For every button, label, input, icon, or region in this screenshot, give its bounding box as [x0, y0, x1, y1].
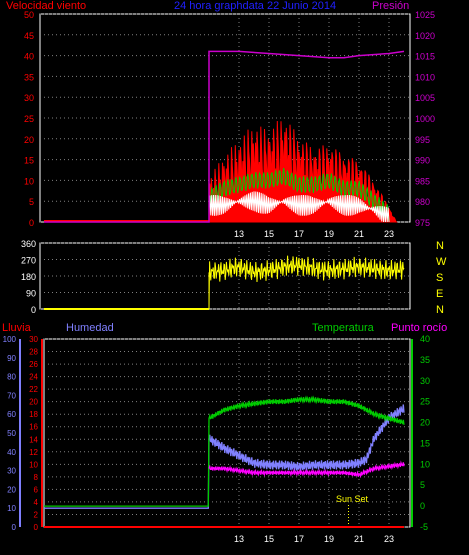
compass-label: N — [436, 304, 444, 316]
wind-avg-line — [208, 191, 390, 223]
humidity-tick-label: 40 — [7, 448, 16, 457]
humidity-tick-label: 10 — [7, 504, 16, 513]
wind-x-tick-label: 19 — [324, 229, 334, 239]
rain-tick-label: 20 — [29, 398, 38, 407]
temperature-tick-label: 15 — [420, 438, 430, 448]
wind-x-tick-label: 15 — [264, 229, 274, 239]
humidity-label: Humedad — [66, 322, 114, 334]
humidity-tick-label: 100 — [3, 335, 17, 344]
rain-tick-label: 16 — [29, 423, 38, 432]
compass-label: E — [436, 288, 443, 300]
direction-tick-label: 270 — [21, 256, 36, 266]
pressure-tick-label: 985 — [415, 176, 430, 186]
wind-tick-label: 10 — [24, 176, 34, 186]
wind-tick-label: 5 — [29, 197, 34, 207]
wind-gust-line — [208, 168, 390, 223]
wind-tick-label: 35 — [24, 72, 34, 82]
rain-tick-label: 28 — [29, 348, 38, 357]
wind-x-tick-label: 13 — [234, 229, 244, 239]
pressure-tick-label: 1025 — [415, 10, 435, 20]
compass-label: S — [436, 272, 443, 284]
dew_point-line — [208, 460, 405, 479]
rain-tick-label: 0 — [34, 523, 39, 532]
compass-label: N — [436, 240, 444, 252]
rain-tick-label: 22 — [29, 385, 38, 394]
temperature-tick-label: 35 — [420, 355, 430, 365]
wind-tick-label: 45 — [24, 31, 34, 41]
pressure-tick-label: 1020 — [415, 31, 435, 41]
pressure-line — [44, 50, 405, 223]
temperature-tick-label: 25 — [420, 397, 430, 407]
wind-x-tick-label: 17 — [294, 229, 304, 239]
rain-tick-label: 2 — [34, 510, 39, 519]
climate-x-tick-label: 19 — [324, 534, 334, 544]
rain-tick-label: 4 — [34, 498, 39, 507]
pressure-title: Presión — [372, 0, 409, 12]
direction-tick-label: 90 — [26, 289, 36, 299]
wind-speed-title: Velocidad viento — [6, 0, 86, 12]
humidity-tick-label: 80 — [7, 373, 16, 382]
wind-tick-label: 25 — [24, 114, 34, 124]
climate-x-tick-label: 13 — [234, 534, 244, 544]
wind-tick-label: 30 — [24, 93, 34, 103]
wind-tick-label: 40 — [24, 52, 34, 62]
wind-x-tick-label: 23 — [384, 229, 394, 239]
temperature-tick-label: -5 — [420, 522, 428, 532]
humidity-line — [44, 404, 405, 509]
rain-tick-label: 24 — [29, 373, 38, 382]
rain-tick-label: 18 — [29, 410, 38, 419]
temperature-tick-label: 0 — [420, 501, 425, 511]
humidity-tick-label: 50 — [7, 429, 16, 438]
rain-label: Lluvia — [2, 322, 32, 334]
climate-x-tick-label: 21 — [354, 534, 364, 544]
compass-label: W — [436, 256, 447, 268]
direction-tick-label: 360 — [21, 239, 36, 249]
sunset-label: Sun Set — [336, 494, 369, 504]
axis-ticks: 0510152025303540455097598098599099510001… — [3, 10, 447, 544]
temperature-tick-label: 30 — [420, 376, 430, 386]
pressure-tick-label: 1015 — [415, 52, 435, 62]
temperature-tick-label: 10 — [420, 459, 430, 469]
rain-tick-label: 8 — [34, 473, 39, 482]
wind-tick-label: 15 — [24, 156, 34, 166]
rain-tick-label: 30 — [29, 335, 38, 344]
humidity-tick-label: 0 — [12, 523, 17, 532]
direction-line — [208, 255, 405, 309]
pressure-tick-label: 1005 — [415, 93, 435, 103]
rain-tick-label: 26 — [29, 360, 38, 369]
pressure-tick-label: 995 — [415, 135, 430, 145]
rain-tick-label: 6 — [34, 485, 39, 494]
temperature-label: Temperatura — [312, 322, 375, 334]
dew-point-label: Punto rocío — [391, 322, 447, 334]
rain-tick-label: 10 — [29, 460, 38, 469]
humidity-tick-label: 30 — [7, 467, 16, 476]
data-series — [44, 50, 405, 528]
climate-x-tick-label: 15 — [264, 534, 274, 544]
pressure-tick-label: 990 — [415, 156, 430, 166]
humidity-tick-label: 90 — [7, 354, 16, 363]
pressure-tick-label: 1010 — [415, 72, 435, 82]
humidity-tick-label: 60 — [7, 410, 16, 419]
wind-tick-label: 50 — [24, 10, 34, 20]
rain-tick-label: 12 — [29, 448, 38, 457]
wind-tick-label: 20 — [24, 135, 34, 145]
climate-x-tick-label: 23 — [384, 534, 394, 544]
pressure-tick-label: 980 — [415, 197, 430, 207]
pressure-tick-label: 975 — [415, 218, 430, 228]
temperature-tick-label: 20 — [420, 418, 430, 428]
wind-tick-label: 0 — [29, 218, 34, 228]
temperature-tick-label: 5 — [420, 480, 425, 490]
humidity-tick-label: 20 — [7, 485, 16, 494]
temperature-line — [44, 395, 405, 507]
climate-x-tick-label: 17 — [294, 534, 304, 544]
direction-tick-label: 0 — [31, 305, 36, 315]
main-title: 24 hora graphdata 22 Junio 2014 — [174, 0, 336, 12]
pressure-tick-label: 1000 — [415, 114, 435, 124]
direction-tick-label: 180 — [21, 272, 36, 282]
humidity-tick-label: 70 — [7, 391, 16, 400]
temperature-tick-label: 40 — [420, 334, 430, 344]
rain-tick-label: 14 — [29, 435, 38, 444]
wind-x-tick-label: 21 — [354, 229, 364, 239]
